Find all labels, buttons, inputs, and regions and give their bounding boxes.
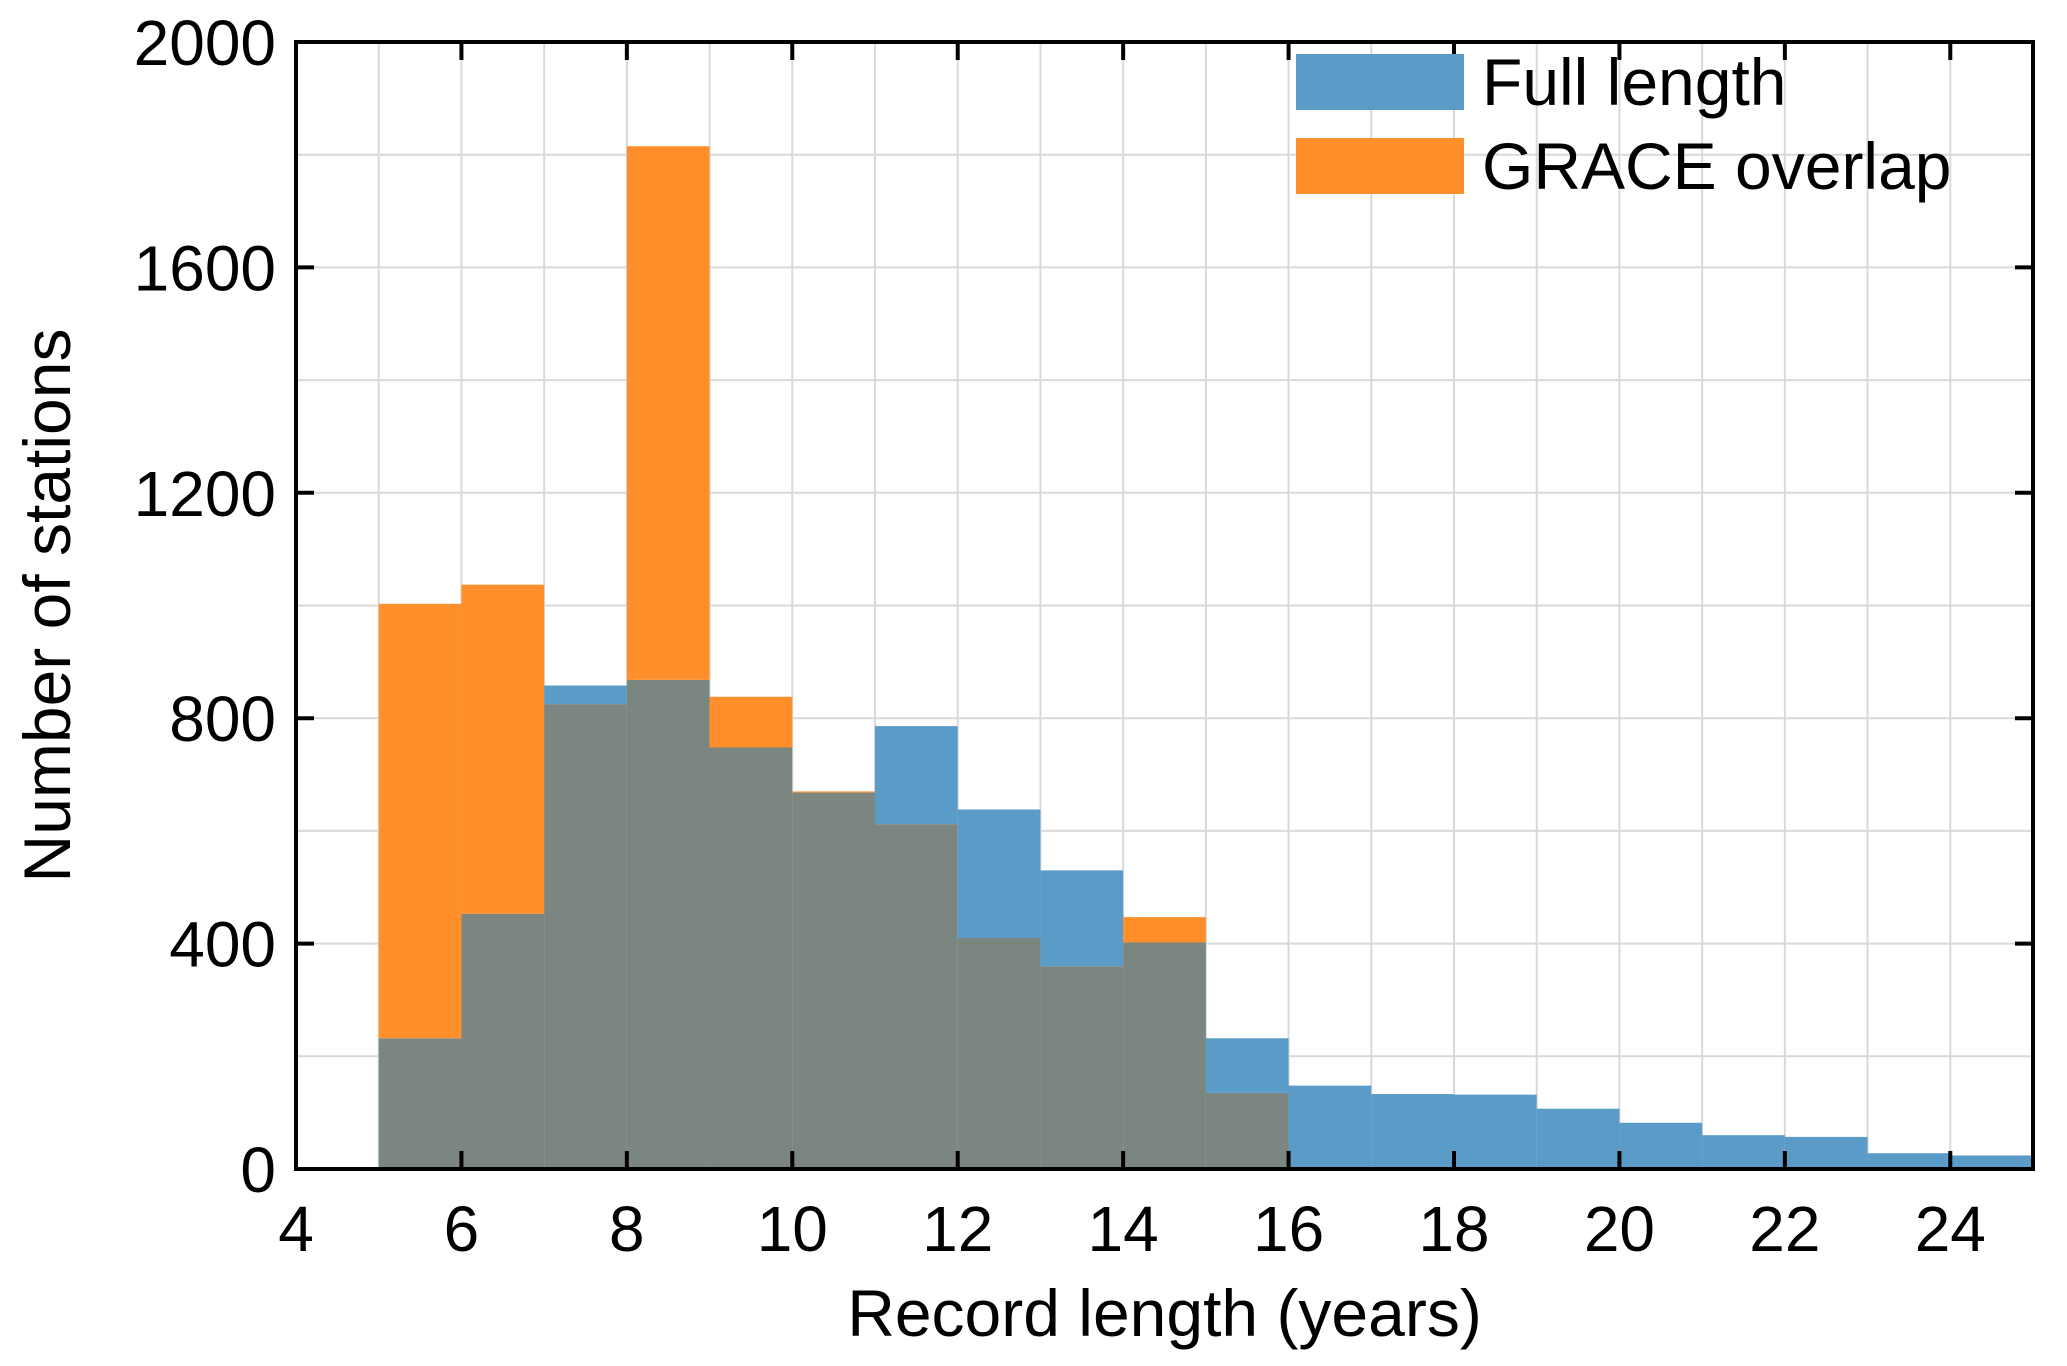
bar-overlap [792,792,875,1169]
bar-full-length [1702,1135,1785,1169]
bar-full-length [1784,1136,1868,1169]
legend-swatch-full-length [1296,54,1464,110]
bar-grace-overlap [709,696,793,748]
bar-full-length [1950,1155,2033,1169]
y-tick-label: 1200 [134,458,276,530]
x-tick-label: 24 [1915,1193,1986,1265]
bar-full-length [544,685,627,705]
bar-overlap [1205,1092,1289,1169]
bar-overlap [1040,966,1124,1169]
plot-frame [294,40,2035,1171]
bar-overlap [1123,942,1206,1169]
x-tick-label: 22 [1749,1193,1820,1265]
bar-full-length [1619,1122,1703,1169]
bar-grace-overlap [792,791,875,793]
bar-full-length [875,726,958,825]
x-tick-label: 16 [1253,1193,1324,1265]
bar-full-length [1288,1085,1372,1169]
bar-overlap [544,704,627,1169]
y-tick-label: 400 [169,909,276,981]
y-tick-label: 1600 [134,232,276,304]
x-tick-label: 6 [444,1193,480,1265]
x-tick-label: 10 [757,1193,828,1265]
x-tick-label: 18 [1418,1193,1489,1265]
bar-grace-overlap [461,584,545,914]
histogram-bars [378,146,2033,1169]
bar-full-length [1536,1108,1620,1169]
x-axis-title: Record length (years) [847,1276,1482,1350]
bar-grace-overlap [378,603,462,1039]
bar-full-length [1040,870,1124,967]
x-tick-labels: 4 6 8 10 12 14 16 18 20 22 24 [278,1193,1986,1265]
legend-label-full-length: Full length [1482,45,1787,119]
y-tick-label: 800 [169,683,276,755]
legend-swatch-grace-overlap [1296,138,1464,194]
bar-overlap [461,913,545,1169]
y-axis-title: Number of stations [10,329,84,883]
bar-overlap [626,679,710,1169]
bar-full-length [1205,1038,1289,1093]
x-tick-label: 20 [1584,1193,1655,1265]
bar-full-length [957,809,1041,938]
bar-overlap [709,747,793,1169]
bar-overlap [378,1038,462,1169]
axis-ticks [294,40,2033,1171]
bar-grace-overlap [1123,917,1206,943]
x-tick-label: 14 [1088,1193,1159,1265]
y-tick-label: 2000 [134,7,276,79]
bar-overlap [875,824,958,1169]
x-tick-label: 4 [278,1193,314,1265]
grid-lines [296,42,2033,1169]
x-tick-label: 8 [609,1193,645,1265]
bar-grace-overlap [626,146,710,680]
legend-label-grace-overlap: GRACE overlap [1482,129,1952,203]
y-tick-labels: 0 400 800 1200 1600 2000 [134,7,276,1206]
legend: Full length GRACE overlap [1296,45,1952,203]
bar-overlap [957,937,1041,1169]
x-tick-label: 12 [922,1193,993,1265]
y-tick-label: 0 [240,1134,276,1206]
bar-full-length [1371,1094,1454,1169]
bar-full-length [1867,1153,1951,1169]
bar-full-length [1454,1094,1537,1169]
